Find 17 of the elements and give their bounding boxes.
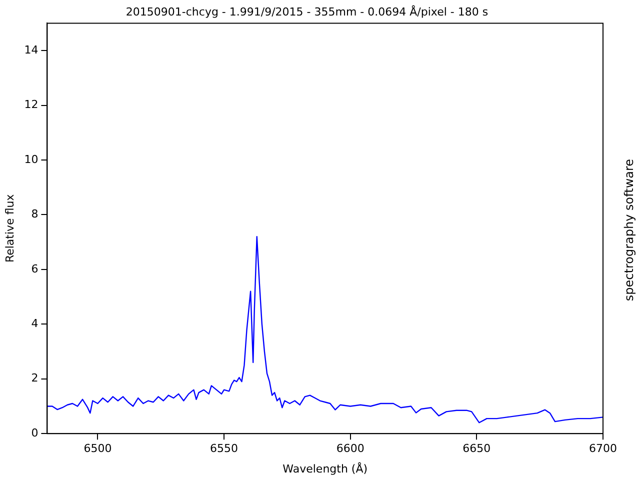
y-tick-label: 10 xyxy=(24,152,38,166)
x-tick-label: 6500 xyxy=(84,442,112,456)
y-tick-label: 8 xyxy=(31,208,38,221)
y-tick-label: 14 xyxy=(24,43,38,56)
y-tick-label: 12 xyxy=(24,98,38,112)
x-tick-label: 6650 xyxy=(462,442,491,456)
y-tick-label: 4 xyxy=(31,317,38,330)
y-axis-title: Relative flux xyxy=(3,194,16,263)
x-tick-label: 6600 xyxy=(336,442,364,456)
chart-title: 20150901-chcyg - 1.991/9/2015 - 355mm - 0.0694 Å/pixel - 180 s xyxy=(126,4,488,18)
x-tick-label: 6550 xyxy=(210,442,238,456)
y-tick-label: 2 xyxy=(31,372,38,385)
x-tick-label: 6700 xyxy=(589,442,618,456)
y-tick-label: 6 xyxy=(31,262,38,276)
x-axis-title: Wavelength (Å) xyxy=(282,461,368,476)
y-tick-label: 0 xyxy=(31,426,38,440)
y2-axis-title: spectrography software xyxy=(622,158,636,302)
